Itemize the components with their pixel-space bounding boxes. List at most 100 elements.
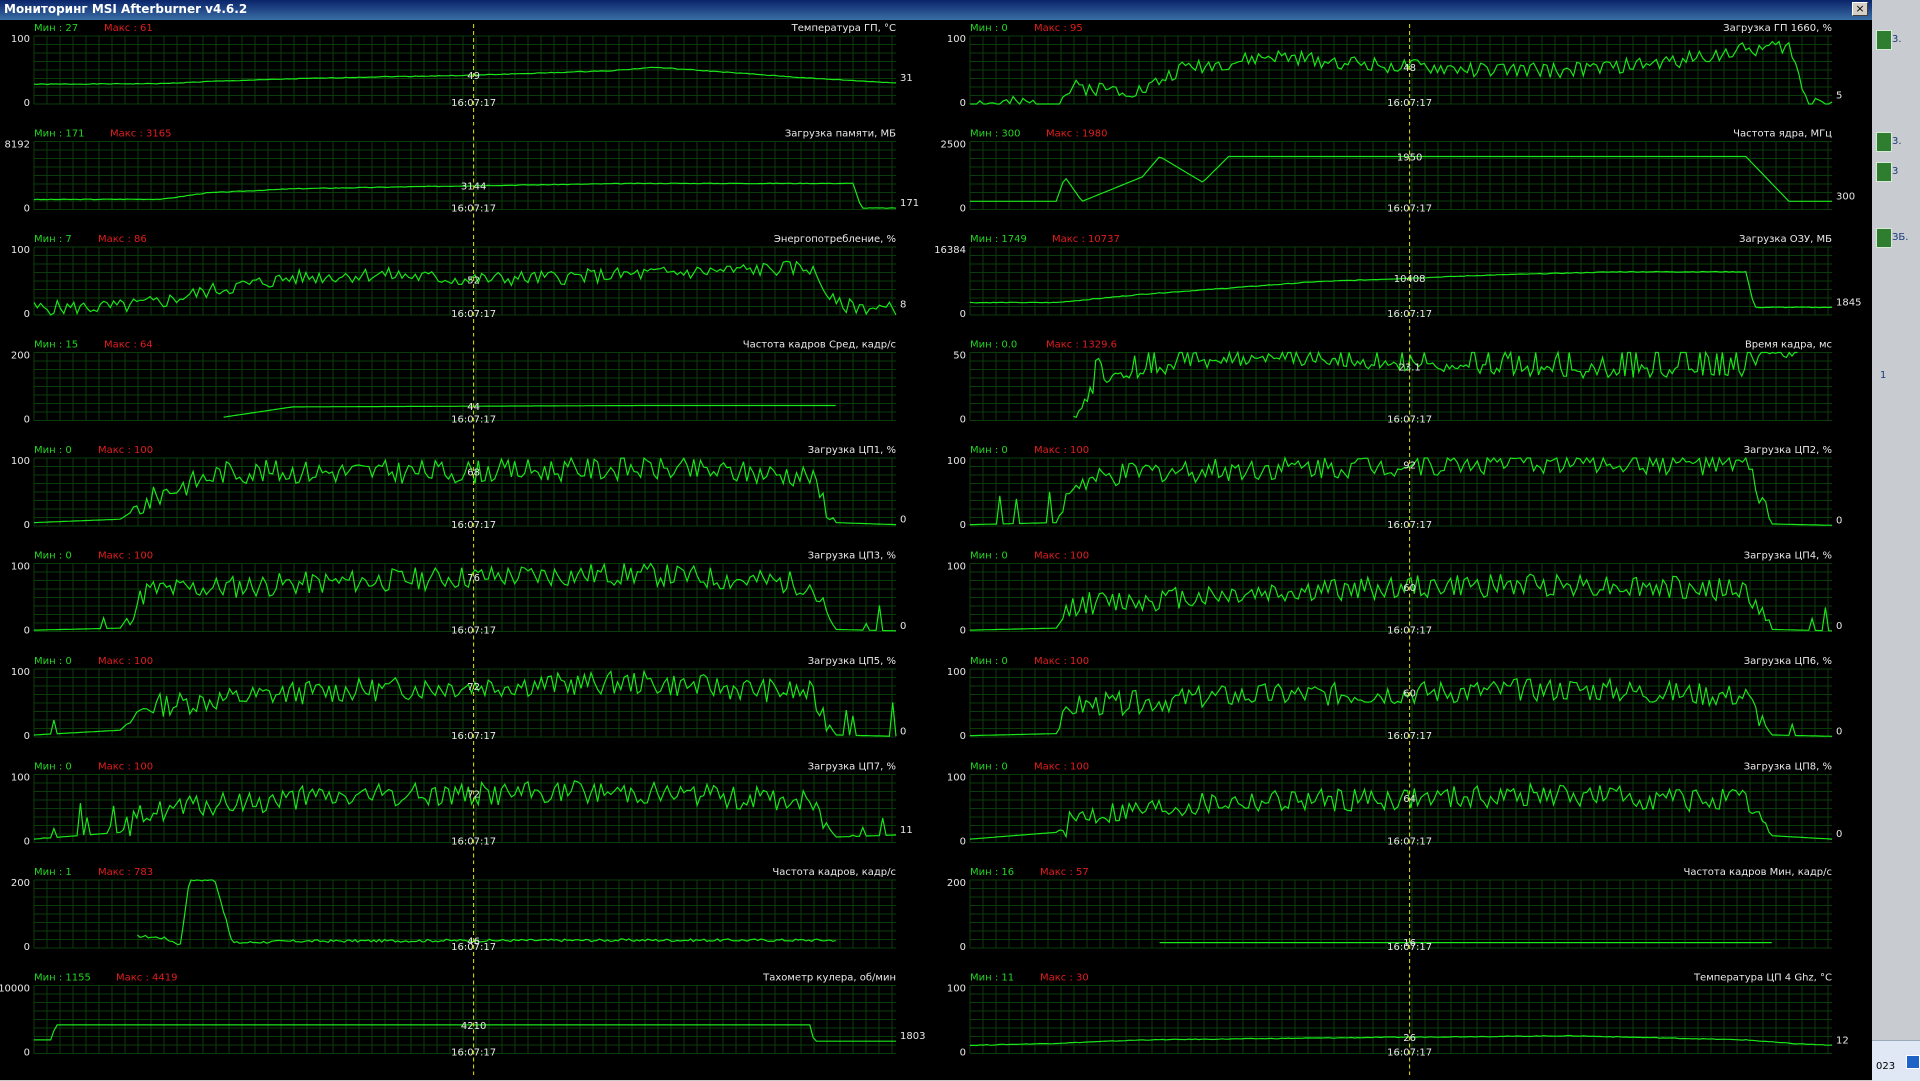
max-label: Макс : 30 <box>1040 973 1089 984</box>
graph-fps[interactable]: Мин : 1 Макс : 783 Частота кадров, кадр/с 2… <box>11 867 896 970</box>
cursor-value: 44 <box>467 402 480 413</box>
graph-cpu2[interactable]: Мин : 0 Макс : 100 Загрузка ЦП2, % 100 0 92 16… <box>947 445 1842 548</box>
graph-title: Частота кадров Мин, кадр/с <box>1684 867 1833 878</box>
graph-cpu5[interactable]: Мин : 0 Макс : 100 Загрузка ЦП5, % 100 0 72 16… <box>11 656 906 759</box>
y-max-label: 16384 <box>934 245 966 256</box>
graph-cpu-temp[interactable]: Мин : 11 Макс : 30 Температура ЦП 4 Ghz, °… <box>947 973 1849 1076</box>
min-label: Мин : 171 <box>34 129 84 140</box>
close-button[interactable]: × <box>1852 2 1868 16</box>
y-max-label: 8192 <box>5 140 30 151</box>
y-min-label: 0 <box>960 731 966 742</box>
graph-grid <box>33 141 896 210</box>
afterburner-window: Мониторинг MSI Afterburner v4.6.2 × Мин … <box>0 0 1872 1080</box>
y-max-label: 100 <box>947 34 966 45</box>
current-value: 171 <box>900 198 919 209</box>
y-max-label: 100 <box>947 562 966 573</box>
graph-core-clock[interactable]: Мин : 300 Макс : 1980 Частота ядра, МГц 250… <box>941 129 1856 232</box>
cursor-time: 16:07:17 <box>1387 520 1432 531</box>
graph-fps-min[interactable]: Мин : 16 Макс : 57 Частота кадров Мин, кад… <box>947 867 1832 970</box>
monitoring-graphs: Мин : 27 Макс : 61 Температура ГП, °С 100 0 4… <box>0 20 1872 1080</box>
cursor-value: 68 <box>467 467 480 478</box>
tray-date: 023 <box>1876 1061 1896 1072</box>
graph-gpu-temp[interactable]: Мин : 27 Макс : 61 Температура ГП, °С 100 0 4… <box>11 23 913 126</box>
title-bar[interactable]: Мониторинг MSI Afterburner v4.6.2 × <box>0 0 1872 20</box>
graph-fan[interactable]: Мин : 1155 Макс : 4419 Тахометр кулера, об… <box>0 973 925 1076</box>
cursor-value: 48 <box>1403 63 1416 74</box>
y-min-label: 0 <box>24 942 30 953</box>
y-max-label: 100 <box>947 667 966 678</box>
graph-ram-load[interactable]: Мин : 1749 Макс : 10737 Загрузка ОЗУ, МБ 16… <box>934 234 1861 337</box>
cursor-value: 16 <box>1403 938 1416 949</box>
graph-grid <box>969 985 1832 1054</box>
current-value: 31 <box>900 73 913 84</box>
y-min-label: 0 <box>960 520 966 531</box>
graph-fps-avg[interactable]: Мин : 15 Макс : 64 Частота кадров Сред, ка… <box>11 340 896 443</box>
series-line <box>34 1024 896 1042</box>
shield-icon[interactable] <box>1876 162 1892 182</box>
graph-gpu-load[interactable]: Мин : 0 Макс : 95 Загрузка ГП 1660, % 100 0 4… <box>947 23 1842 126</box>
max-label: Макс : 3165 <box>110 129 171 140</box>
cursor-value: 26 <box>1403 1033 1416 1044</box>
shield-icon[interactable] <box>1876 30 1892 50</box>
series-line <box>970 155 1832 202</box>
min-label: Мин : 1 <box>34 867 72 878</box>
y-min-label: 0 <box>960 837 966 848</box>
graph-cpu1[interactable]: Мин : 0 Макс : 100 Загрузка ЦП1, % 100 0 68 16… <box>11 445 906 548</box>
max-label: Макс : 86 <box>98 234 147 245</box>
graph-grid <box>969 141 1832 210</box>
y-max-label: 100 <box>947 984 966 995</box>
graph-cpu8[interactable]: Мин : 0 Макс : 100 Загрузка ЦП8, % 100 0 64 16… <box>947 762 1842 865</box>
cursor-time: 16:07:17 <box>451 731 496 742</box>
cursor-value: 23.1 <box>1398 362 1420 373</box>
graph-cpu3[interactable]: Мин : 0 Макс : 100 Загрузка ЦП3, % 100 0 76 16… <box>11 551 906 654</box>
series-line <box>33 182 897 209</box>
y-max-label: 100 <box>11 456 30 467</box>
cursor-time: 16:07:17 <box>1387 731 1432 742</box>
graph-power[interactable]: Мин : 7 Макс : 86 Энергопотребление, % 100 0… <box>11 234 906 337</box>
strip-label: 3 <box>1892 166 1899 177</box>
max-label: Макс : 100 <box>98 551 153 562</box>
cursor-value: 76 <box>467 573 480 584</box>
y-min-label: 0 <box>24 1048 30 1059</box>
system-tray: 023 <box>1872 1040 1920 1081</box>
graph-title: Тахометр кулера, об/мин <box>762 973 896 984</box>
graph-cpu4[interactable]: Мин : 0 Макс : 100 Загрузка ЦП4, % 100 0 60 16… <box>947 551 1842 654</box>
series-line <box>33 669 897 737</box>
graph-frametime[interactable]: Мин : 0.0 Макс : 1329.6 Время кадра, мс 50 0… <box>953 340 1832 443</box>
y-min-label: 0 <box>24 204 30 215</box>
series-line <box>33 456 897 526</box>
graphs-canvas: Мин : 27 Макс : 61 Температура ГП, °С 100 0 4… <box>0 23 1861 1076</box>
max-label: Макс : 783 <box>98 867 153 878</box>
max-label: Макс : 64 <box>104 340 153 351</box>
cursor-time: 16:07:17 <box>451 626 496 637</box>
graph-grid <box>969 668 1832 738</box>
strip-number: 1 <box>1880 370 1887 381</box>
cursor-value: 72 <box>467 789 480 800</box>
y-max-label: 10000 <box>0 984 30 995</box>
graph-mem-load[interactable]: Мин : 171 Макс : 3165 Загрузка памяти, МБ 8… <box>5 129 920 232</box>
current-value: 8 <box>900 300 906 311</box>
shield-icon[interactable] <box>1876 228 1892 248</box>
graph-grid <box>33 668 896 738</box>
y-min-label: 0 <box>24 415 30 426</box>
cursor-value: 60 <box>1403 689 1416 700</box>
cursor-value: 72 <box>467 682 480 693</box>
y-min-label: 0 <box>24 520 30 531</box>
cursor-value: 4210 <box>461 1021 486 1032</box>
max-label: Макс : 100 <box>1034 656 1089 667</box>
min-label: Мин : 1749 <box>970 234 1027 245</box>
y-min-label: 0 <box>960 309 966 320</box>
min-label: Мин : 0 <box>34 656 72 667</box>
graph-grid <box>969 352 1832 421</box>
network-icon[interactable] <box>1906 1055 1920 1069</box>
min-label: Мин : 0 <box>970 23 1008 34</box>
graph-title: Загрузка ЦП1, % <box>808 445 896 456</box>
graph-cpu6[interactable]: Мин : 0 Макс : 100 Загрузка ЦП6, % 100 0 60 16… <box>947 656 1842 759</box>
current-value: 0 <box>1836 726 1842 737</box>
graph-grid <box>33 352 896 421</box>
shield-icon[interactable] <box>1876 132 1892 152</box>
graph-title: Загрузка памяти, МБ <box>785 129 896 140</box>
graph-cpu7[interactable]: Мин : 0 Макс : 100 Загрузка ЦП7, % 100 0 72 16… <box>11 762 913 865</box>
graph-grid <box>969 774 1832 843</box>
graph-grid <box>33 879 896 949</box>
